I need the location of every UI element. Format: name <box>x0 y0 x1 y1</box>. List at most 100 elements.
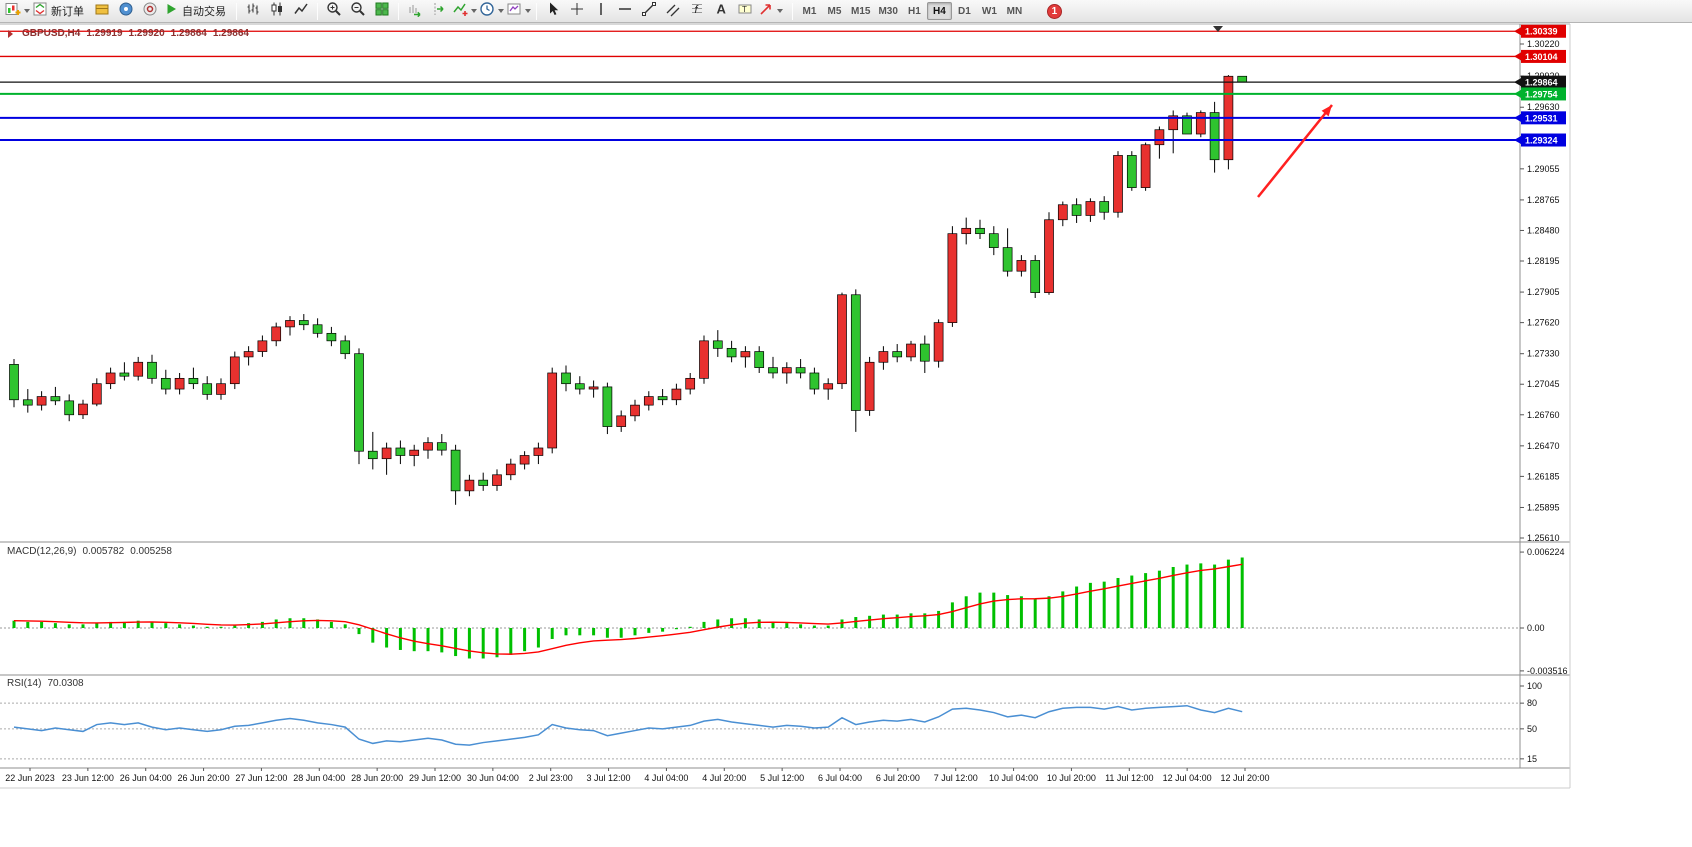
time-tick-label: 12 Jul 20:00 <box>1220 773 1269 783</box>
trendline-icon <box>641 1 657 22</box>
candle-down <box>367 450 378 460</box>
time-tick-label: 6 Jul 04:00 <box>818 773 862 783</box>
price-badge-label: 1.30339 <box>1525 27 1558 37</box>
candle-up <box>519 455 530 465</box>
signals-icon <box>118 1 134 22</box>
indicators-button[interactable] <box>451 1 478 21</box>
candle-up <box>1057 204 1068 221</box>
time-tick-label: 2 Jul 23:00 <box>529 773 573 783</box>
zoom-in-button[interactable] <box>322 1 346 21</box>
timeframe-m5-button[interactable]: M5 <box>827 5 842 17</box>
quote-low: 1.29864 <box>170 28 207 39</box>
time-tick-label: 10 Jul 04:00 <box>989 773 1038 783</box>
time-tick-label: 7 Jul 12:00 <box>934 773 978 783</box>
new-chart-button[interactable] <box>4 1 31 21</box>
equidistant-channel-button[interactable] <box>661 1 685 21</box>
rsi-tick-label: 50 <box>1527 724 1537 734</box>
candle-up <box>271 326 282 342</box>
text-label-button[interactable]: T <box>733 1 757 21</box>
candle-down <box>657 396 668 401</box>
price-tick-label: 1.28195 <box>1527 256 1560 266</box>
timeframe-mn-button[interactable]: MN <box>1006 5 1023 17</box>
candle-up <box>243 351 254 358</box>
timeframe-w1-button[interactable]: W1 <box>981 5 997 17</box>
templates-icon <box>506 1 522 22</box>
trendline-button[interactable] <box>637 1 661 21</box>
signals-button[interactable] <box>114 1 138 21</box>
price-tick-label: 1.27045 <box>1527 379 1560 389</box>
price-tick-label: 1.26760 <box>1527 410 1560 420</box>
new-order-label: 新订单 <box>51 6 84 18</box>
market-icon <box>94 1 110 22</box>
price-badge <box>1521 87 1566 101</box>
candle-down <box>1099 201 1110 213</box>
autotrading-icon <box>163 1 179 22</box>
candle-down <box>298 320 309 326</box>
rsi-panel[interactable] <box>0 676 1520 767</box>
text-button[interactable]: A <box>709 1 733 21</box>
candle-down <box>809 372 820 390</box>
chart-candles-icon <box>269 1 285 22</box>
tile-windows-button[interactable] <box>370 1 394 21</box>
candle-up <box>1140 144 1151 188</box>
community-button[interactable] <box>138 1 162 21</box>
chart-candles-button[interactable] <box>265 1 289 21</box>
crosshair-button[interactable] <box>565 1 589 21</box>
macd-tick-label: 0.006224 <box>1527 547 1565 557</box>
chevron-down-icon <box>24 9 30 13</box>
timeframe-m1-button[interactable]: M1 <box>802 5 817 17</box>
candle-down <box>119 372 130 377</box>
trend-arrow-object[interactable] <box>1257 104 1333 198</box>
timeframe-h4-button[interactable]: H4 <box>926 2 952 20</box>
candle-down <box>64 400 75 416</box>
candle-up <box>878 351 889 363</box>
rsi-name: RSI(14) <box>7 678 42 689</box>
price-badge-pointer <box>1514 27 1521 36</box>
chart-shift-marker <box>1213 26 1223 32</box>
fibonacci-button[interactable]: f <box>685 1 709 21</box>
timeframe-d1-button[interactable]: D1 <box>958 5 971 17</box>
timeframe-m30-button[interactable]: M30 <box>878 5 898 17</box>
candle-up <box>1044 219 1054 293</box>
fibonacci-icon: f <box>689 1 705 22</box>
periods-button[interactable] <box>478 1 505 21</box>
chart-line-button[interactable] <box>289 1 313 21</box>
candle-up <box>174 377 185 390</box>
price-badge-pointer <box>1514 136 1521 145</box>
candle-down <box>450 449 461 492</box>
price-badge-pointer <box>1514 78 1521 87</box>
auto-scroll-button[interactable] <box>403 1 427 21</box>
svg-text:f: f <box>695 4 699 16</box>
horizontal-line-icon <box>617 1 633 22</box>
candle-down <box>147 361 157 379</box>
symbol-period: GBPUSD,H4 <box>22 28 81 39</box>
indicators-icon <box>452 1 468 22</box>
vertical-line-button[interactable] <box>589 1 613 21</box>
zoom-out-button[interactable] <box>346 1 370 21</box>
price-badge-pointer <box>1514 89 1521 98</box>
chart-shift-button[interactable] <box>427 1 451 21</box>
candle-down <box>478 479 489 486</box>
autotrading-button[interactable]: 自动交易 <box>162 1 232 21</box>
new-order-button[interactable]: 新订单 <box>31 1 90 21</box>
candle-down <box>312 324 323 334</box>
cursor-button[interactable] <box>541 1 565 21</box>
arrows-button[interactable] <box>757 1 784 21</box>
macd-panel[interactable] <box>0 543 1520 674</box>
time-tick-label: 6 Jul 20:00 <box>876 773 920 783</box>
horizontal-line-button[interactable] <box>613 1 637 21</box>
market-button[interactable] <box>90 1 114 21</box>
templates-button[interactable] <box>505 1 532 21</box>
candle-down <box>9 364 19 401</box>
toolbar-separator <box>398 2 399 20</box>
timeframe-h1-button[interactable]: H1 <box>908 5 921 17</box>
notification-badge[interactable]: 1 <box>1046 3 1062 19</box>
main-chart-panel[interactable] <box>0 26 1520 541</box>
candle-down <box>726 347 737 358</box>
quote-open: 1.29919 <box>86 28 123 39</box>
time-tick-label: 29 Jun 12:00 <box>409 773 461 783</box>
candle-down <box>1209 112 1220 161</box>
chart-bars-button[interactable] <box>241 1 265 21</box>
timeframe-m15-button[interactable]: M15 <box>851 5 871 17</box>
